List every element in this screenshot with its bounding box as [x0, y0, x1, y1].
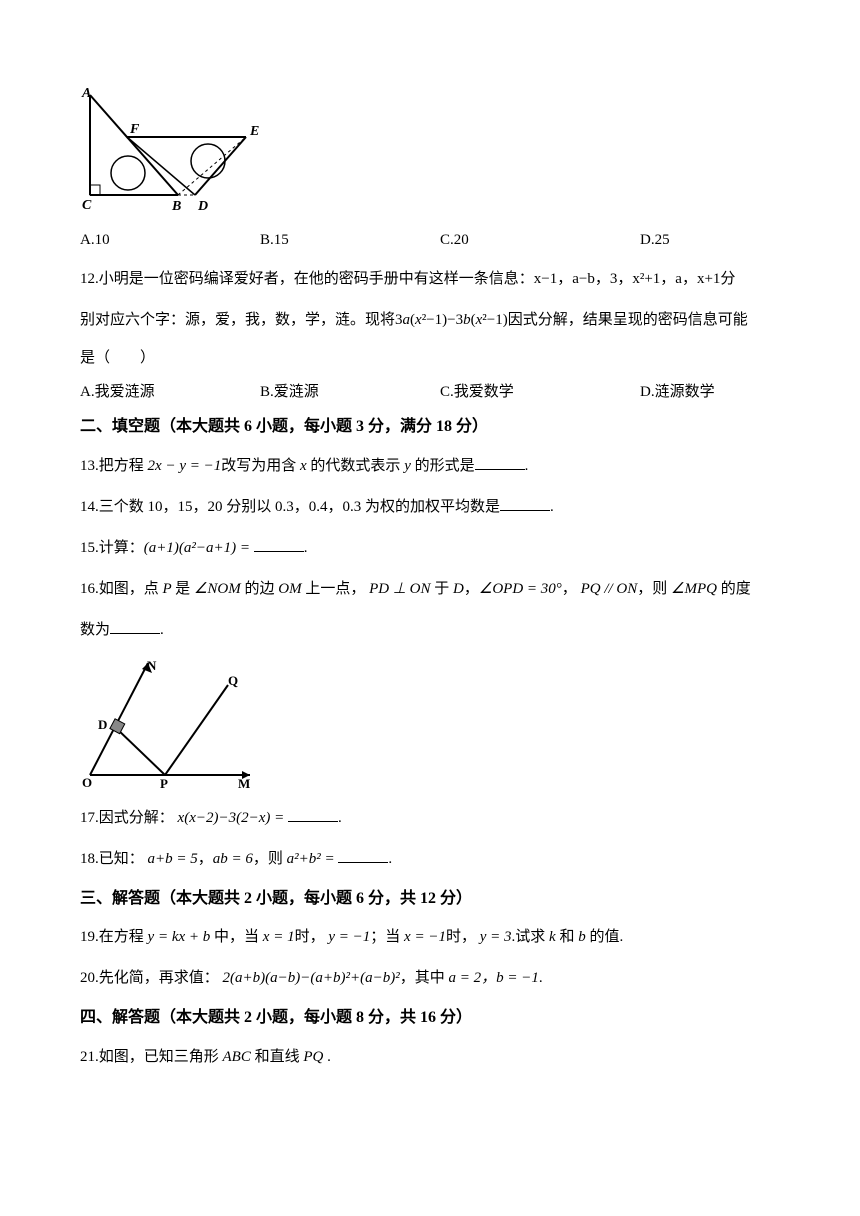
option-c: C.我爱数学	[440, 379, 640, 407]
option-b: B.15	[260, 227, 440, 255]
q18: 18.已知： a+b = 5，ab = 6，则 a²+b² = .	[80, 843, 780, 876]
figure-angle-nom: N Q D O P M	[80, 655, 780, 790]
q16-line2: 数为.	[80, 614, 780, 647]
section-2-header: 二、填空题（本大题共 6 小题，每小题 3 分，满分 18 分）	[80, 412, 780, 442]
section-3-header: 三、解答题（本大题共 2 小题，每小题 6 分，共 12 分）	[80, 884, 780, 914]
q12-text2b: 因式分解，结果呈现的密码信息可能	[508, 312, 748, 328]
svg-text:O: O	[82, 775, 92, 790]
option-a: A.10	[80, 227, 260, 255]
blank	[338, 848, 388, 863]
q19: 19.在方程 y = kx + b 中，当 x = 1时， y = −1；当 x…	[80, 921, 780, 954]
option-d: D.涟源数学	[640, 379, 780, 407]
blank	[475, 455, 525, 470]
svg-text:B: B	[171, 199, 181, 214]
svg-text:D: D	[98, 717, 107, 732]
option-a: A.我爱涟源	[80, 379, 260, 407]
option-b: B.爱涟源	[260, 379, 440, 407]
angle-diagram: N Q D O P M	[80, 655, 260, 790]
svg-text:A: A	[81, 86, 91, 101]
q12-text1b: 分	[720, 271, 735, 287]
q12-text1: 12.小明是一位密码编译爱好者，在他的密码手册中有这样一条信息：	[80, 271, 534, 287]
q12-math2: 3a(x²−1)−3b(x²−1)	[395, 312, 508, 328]
triangle-fold-diagram: A F E C B D	[80, 85, 280, 215]
figure-triangle-circles: A F E C B D	[80, 85, 780, 215]
blank	[110, 619, 160, 634]
svg-text:E: E	[249, 124, 259, 139]
q12-line3: 是（ ）	[80, 345, 780, 373]
blank	[288, 807, 338, 822]
option-d: D.25	[640, 227, 780, 255]
svg-text:N: N	[147, 658, 157, 673]
q14: 14.三个数 10，15，20 分别以 0.3，0.4，0.3 为权的加权平均数…	[80, 491, 780, 524]
svg-text:F: F	[129, 122, 140, 137]
option-c: C.20	[440, 227, 640, 255]
blank	[500, 496, 550, 511]
blank	[254, 537, 304, 552]
q12-line2: 别对应六个字：源，爱，我，数，学，涟。现将3a(x²−1)−3b(x²−1)因式…	[80, 304, 780, 337]
q12-options: A.我爱涟源 B.爱涟源 C.我爱数学 D.涟源数学	[80, 379, 780, 407]
q12-math1: x−1，a−b，3，x²+1，a，x+1	[534, 271, 721, 287]
q17: 17.因式分解： x(x−2)−3(2−x) = .	[80, 802, 780, 835]
svg-text:Q: Q	[228, 673, 238, 688]
section-4-header: 四、解答题（本大题共 2 小题，每小题 8 分，共 16 分）	[80, 1003, 780, 1033]
svg-text:D: D	[197, 199, 208, 214]
svg-text:M: M	[238, 776, 250, 790]
q12: 12.小明是一位密码编译爱好者，在他的密码手册中有这样一条信息：x−1，a−b，…	[80, 263, 780, 296]
q11-options: A.10 B.15 C.20 D.25	[80, 227, 780, 255]
q20: 20.先化简，再求值： 2(a+b)(a−b)−(a+b)²+(a−b)²，其中…	[80, 962, 780, 995]
svg-text:C: C	[82, 198, 92, 213]
q12-text2: 别对应六个字：源，爱，我，数，学，涟。现将	[80, 312, 395, 328]
svg-text:P: P	[160, 776, 168, 790]
q21: 21.如图，已知三角形 ABC 和直线 PQ .	[80, 1041, 780, 1074]
q13: 13.把方程 2x − y = −1改写为用含 x 的代数式表示 y 的形式是.	[80, 450, 780, 483]
q15: 15.计算：(a+1)(a²−a+1) = .	[80, 532, 780, 565]
q16: 16.如图，点 P 是 ∠NOM 的边 OM 上一点， PD ⊥ ON 于 D，…	[80, 573, 780, 606]
